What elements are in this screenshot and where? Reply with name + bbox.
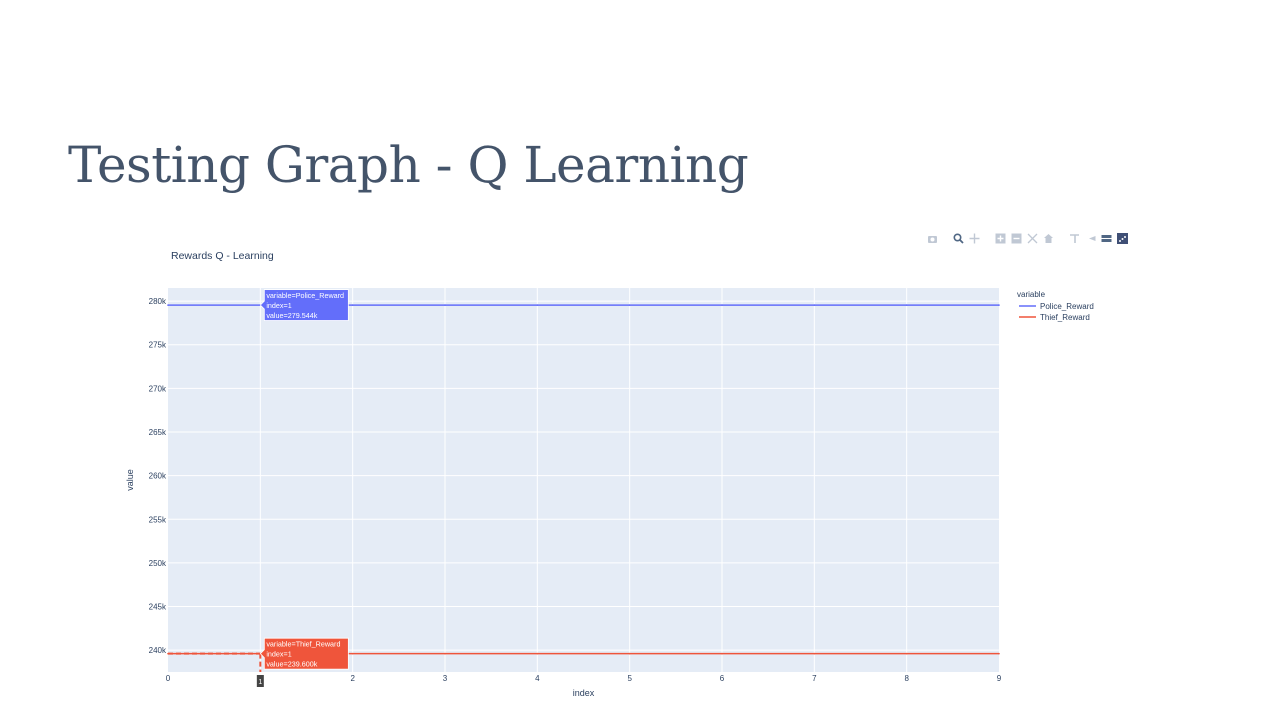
- hover-compare-icon[interactable]: [1100, 232, 1112, 244]
- hover-label-text: value=239.600k: [266, 660, 317, 669]
- slide-title: Testing Graph - Q Learning: [68, 136, 749, 194]
- data-point: [444, 304, 446, 306]
- zoom-icon[interactable]: [952, 232, 964, 244]
- x-tick-label: 5: [627, 674, 632, 683]
- home-icon[interactable]: [1042, 232, 1054, 244]
- data-point: [905, 652, 908, 655]
- data-point: [536, 304, 539, 306]
- chart-title: Rewards Q - Learning: [171, 250, 274, 262]
- y-axis-title: value: [125, 469, 135, 491]
- data-point: [813, 304, 816, 306]
- y-tick-label: 250k: [149, 559, 167, 568]
- y-tick-label: 265k: [149, 428, 167, 437]
- plot-area: [168, 288, 999, 672]
- autoscale-icon[interactable]: [1026, 232, 1038, 244]
- data-point: [351, 652, 354, 655]
- x-tick-label: 3: [443, 674, 448, 683]
- y-tick-label: 240k: [149, 646, 167, 655]
- y-tick-label: 270k: [149, 384, 167, 393]
- data-point: [721, 304, 723, 306]
- x-spike-label-box: [256, 675, 264, 687]
- plotly-logo-icon[interactable]: [1116, 232, 1128, 244]
- zoom-out-icon[interactable]: [1010, 232, 1022, 244]
- data-point: [167, 304, 169, 306]
- data-point: [905, 304, 908, 306]
- hover-label-text: index=1: [266, 650, 291, 659]
- x-tick-label: 9: [997, 674, 1002, 683]
- y-tick-label: 255k: [149, 515, 167, 524]
- pan-icon[interactable]: [968, 232, 980, 244]
- x-tick-label: 4: [535, 674, 540, 683]
- y-tick-label: 245k: [149, 603, 167, 612]
- hover-label-text: index=1: [266, 301, 291, 310]
- hover-closest-icon[interactable]: [1084, 232, 1096, 244]
- data-point: [813, 652, 816, 655]
- data-point: [444, 652, 446, 655]
- x-axis-title: index: [573, 688, 595, 698]
- hover-label-box: [259, 289, 349, 321]
- hover-label-box: [259, 637, 349, 670]
- legend-item-thief-reward: Thief_Reward: [1040, 313, 1090, 322]
- x-tick-label: 6: [720, 674, 725, 683]
- x-tick-label: 8: [904, 674, 909, 683]
- x-spike-label: 1: [258, 679, 262, 686]
- zoom-in-icon[interactable]: [994, 232, 1006, 244]
- data-point: [998, 652, 1000, 655]
- y-tick-label: 275k: [149, 341, 167, 350]
- camera-icon[interactable]: [926, 232, 938, 244]
- data-point: [628, 304, 631, 306]
- plot-modebar: [926, 231, 1128, 245]
- data-point: [351, 304, 354, 306]
- x-tick-label: 0: [166, 674, 171, 683]
- x-tick-label: 7: [812, 674, 817, 683]
- data-point: [721, 652, 723, 655]
- data-point: [628, 652, 631, 655]
- x-tick-label: 2: [350, 674, 355, 683]
- hover-label-text: value=279.544k: [266, 311, 317, 320]
- hover-label-text: variable=Police_Reward: [266, 291, 344, 300]
- y-tick-label: 260k: [149, 472, 167, 481]
- data-point: [536, 652, 539, 655]
- hover-label-text: variable=Thief_Reward: [266, 640, 340, 649]
- y-tick-label: 280k: [149, 297, 167, 306]
- data-point: [998, 304, 1000, 306]
- legend-title: variable: [1017, 290, 1046, 299]
- legend-item-police-reward: Police_Reward: [1040, 302, 1094, 311]
- spike-lines-icon[interactable]: [1068, 232, 1080, 244]
